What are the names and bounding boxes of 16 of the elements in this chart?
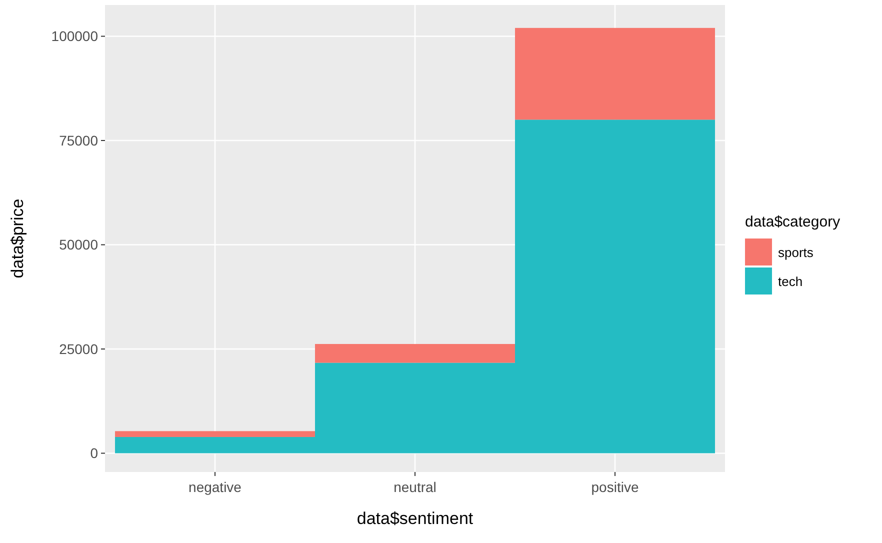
legend-label: sports [778,245,814,260]
y-tick-label: 75000 [59,132,98,148]
x-tick-label: positive [591,479,639,495]
bar [115,431,315,437]
bar [515,28,715,120]
bar [315,344,515,363]
y-tick-label: 0 [90,445,98,462]
y-tick-label: 25000 [59,340,98,357]
x-axis-title: data$sentiment [356,509,474,528]
x-tick-label: negative [188,479,242,495]
y-tick-label: 50000 [59,236,98,253]
y-axis-title: data$price [8,198,27,278]
legend-title: data$category [745,214,841,230]
x-tick-label: neutral [394,479,436,495]
y-tick-label: 100000 [51,28,98,44]
legend-label: tech [778,274,803,290]
